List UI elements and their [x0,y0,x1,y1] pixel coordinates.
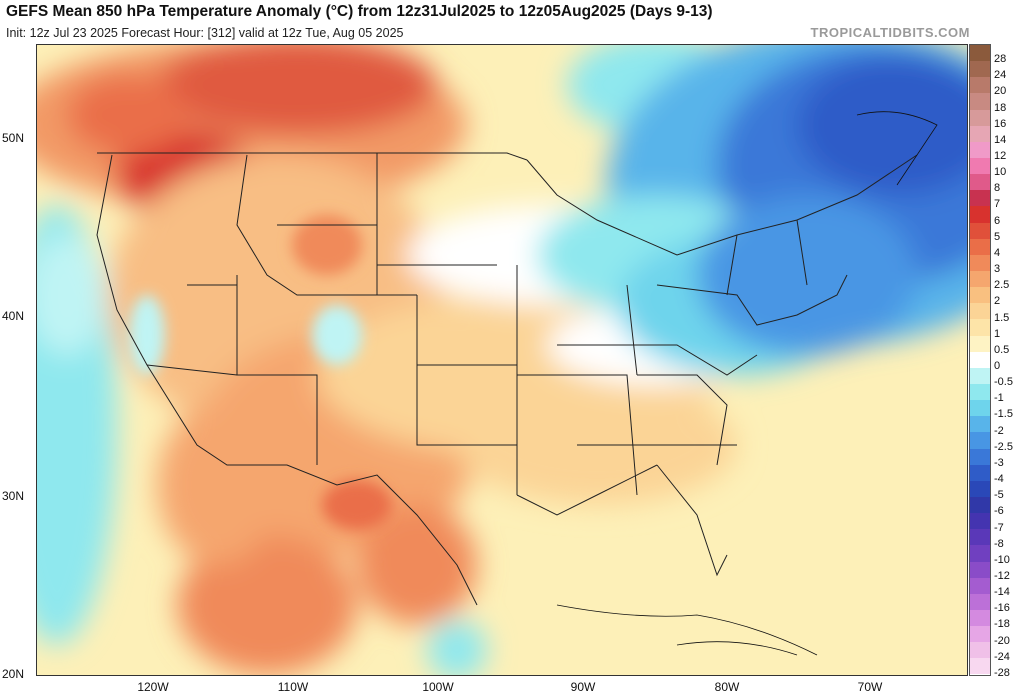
colorbar-label: -8 [994,537,1004,550]
colorbar-label: 18 [994,101,1007,114]
colorbar-label: -12 [994,570,1010,582]
colorbar-label: -20 [994,634,1010,647]
colorbar-swatch [970,287,990,304]
anomaly-map [36,44,968,676]
colorbar-label: 10 [994,166,1007,179]
colorbar-label: 14 [994,133,1007,146]
colorbar-label: 28 [994,53,1007,66]
colorbar-swatch [970,658,990,675]
coastlines [556,111,938,656]
anomaly-field [37,45,967,675]
colorbar-swatch [970,351,990,368]
colorbar-swatch [970,319,990,336]
colorbar-label: 8 [994,182,1001,195]
colorbar-swatch [970,157,990,175]
colorbar-label: 3 [994,263,1001,276]
colorbar-swatch [970,496,990,514]
colorbar-swatch [970,642,990,659]
colorbar-swatch [970,513,990,530]
colorbar-label: -16 [994,602,1010,615]
colorbar-swatch [970,61,990,78]
colorbar-swatch [970,400,990,417]
colorbar-label: -18 [994,618,1010,631]
colorbar-label: 0.5 [994,343,1010,356]
colorbar-swatch [970,529,990,546]
colorbar-swatch [970,190,990,207]
colorbar-label: 5 [994,230,1001,243]
colorbar-label: 2.5 [994,279,1010,292]
brand-watermark: TROPICALTIDBITS.COM [810,25,970,40]
colorbar-swatch [970,464,990,481]
colorbar-swatch [970,206,990,223]
colorbar-label: 2 [994,295,1001,308]
colorbar-swatch [970,416,990,433]
colorbar-label: 24 [994,69,1007,82]
colorbar-swatch [970,141,990,158]
colorbar-label: -1 [994,392,1004,405]
colorbar-label: -1.5 [994,408,1013,421]
colorbar-swatch [970,383,990,401]
lon-label-70w: 70W [857,680,883,694]
colorbar-label: 16 [994,117,1007,130]
colorbar-label: 1.5 [994,311,1010,324]
colorbar-swatch [970,109,990,126]
anomaly-details [129,215,392,530]
colorbar-label: -0.5 [994,376,1013,389]
colorbar-label: 6 [994,214,1001,227]
us-canada-border [97,152,528,161]
lon-label-80w: 80W [714,680,740,694]
colorbar-swatch [970,335,990,352]
colorbar-label: -2.5 [994,440,1013,453]
colorbar-swatch [970,577,990,594]
colorbar-swatch [970,238,990,255]
colorbar-swatch [970,303,990,320]
colorbar-swatch [970,45,990,62]
colorbar-label: 7 [994,198,1001,211]
colorbar-swatch [970,448,990,465]
map-canvas [37,45,967,675]
colorbar-label: 1 [994,327,1001,340]
colorbar-label: -3 [994,456,1004,469]
colorbar-swatch [970,77,990,94]
colorbar-swatch [970,545,990,562]
lat-label-50n: 50N [2,131,25,145]
colorbar-label: -10 [994,553,1010,566]
colorbar-label: -7 [994,521,1004,534]
colorbar-swatch [970,367,990,384]
map-subtitle: Init: 12z Jul 23 2025 Forecast Hour: [31… [6,26,404,40]
colorbar-label: 20 [994,85,1007,98]
colorbar-label: -14 [994,586,1010,599]
colorbar-label: -5 [994,489,1004,502]
colorbar-label: 0 [994,360,1001,372]
colorbar-label: -4 [994,473,1004,486]
colorbar-swatch [970,561,990,578]
lat-label-20n: 20N [2,667,25,681]
lat-label-30n: 30N [2,489,25,503]
colorbar-swatch [970,432,990,449]
colorbar-label: 4 [994,246,1001,259]
colorbar-swatch [970,480,990,497]
lon-label-100w: 100W [422,680,454,694]
lon-label-90w: 90W [570,680,596,694]
lon-label-110w: 110W [277,680,309,694]
colorbar-label: 12 [994,150,1007,162]
colorbar-swatch [970,174,990,191]
map-title: GEFS Mean 850 hPa Temperature Anomaly (°… [6,3,713,20]
colorbar-label: -28 [994,666,1010,679]
lat-label-40n: 40N [2,309,25,323]
colorbar-swatch [970,593,990,610]
colorbar-label: -24 [994,650,1010,663]
colorbar-swatch [970,270,990,288]
colorbar-label: -6 [994,505,1004,518]
lon-label-120w: 120W [137,680,169,694]
colorbar-swatch [970,125,990,142]
boundaries [96,152,918,606]
colorbar-swatch [970,626,990,643]
colorbar [969,44,991,676]
colorbar-swatch [970,93,990,110]
colorbar-swatch [970,609,990,627]
colorbar-label: -2 [994,424,1004,437]
colorbar-swatch [970,222,990,239]
colorbar-swatch [970,254,990,271]
